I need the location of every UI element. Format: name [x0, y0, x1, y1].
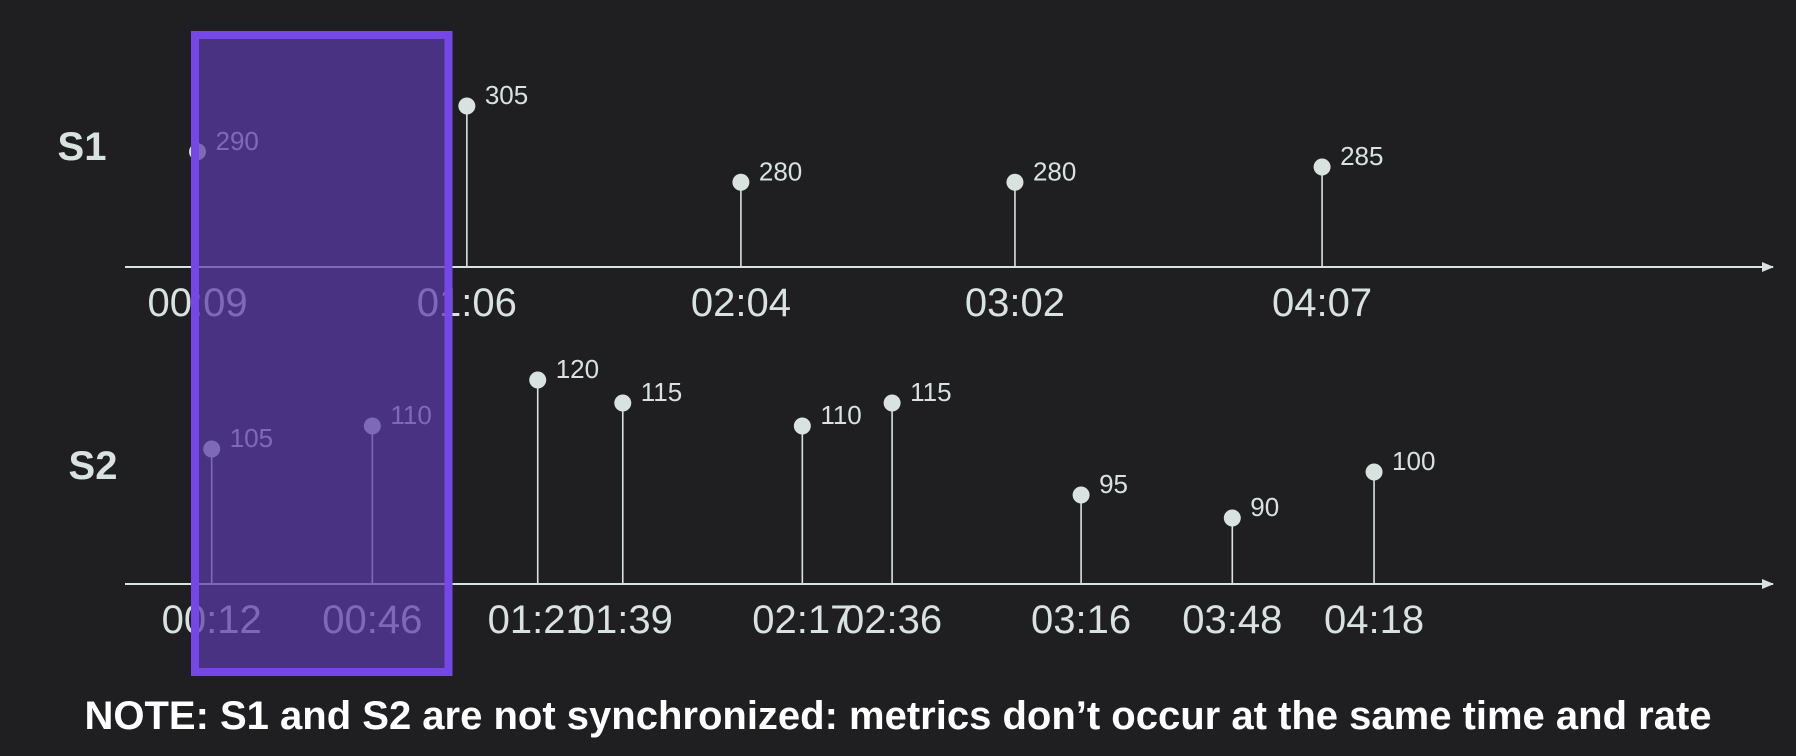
time-label: 04:18: [1324, 598, 1424, 642]
value-label: 280: [1033, 156, 1076, 186]
series-label: S1: [58, 125, 107, 169]
point-marker: [732, 173, 750, 191]
highlight-window: [191, 31, 453, 676]
data-point: 120 01:21: [488, 354, 599, 642]
data-point: 280 03:02: [965, 156, 1076, 325]
time-label: 02:36: [842, 598, 942, 642]
data-point: 95 03:16: [1031, 469, 1131, 642]
time-label: 02:04: [691, 281, 791, 325]
point-marker: [1006, 173, 1024, 191]
point-marker: [614, 394, 632, 412]
point-marker: [458, 97, 476, 115]
value-label: 100: [1392, 446, 1435, 476]
point-marker: [1223, 509, 1241, 527]
value-label: 120: [556, 354, 599, 384]
value-label: 305: [485, 80, 528, 110]
note-text: NOTE: S1 and S2 are not synchronized: me…: [84, 694, 1712, 738]
point-marker: [793, 417, 811, 435]
point-marker: [883, 394, 901, 412]
value-label: 95: [1099, 469, 1128, 499]
value-label: 115: [910, 377, 951, 407]
data-point: 115 02:36: [842, 377, 952, 642]
value-label: 90: [1250, 492, 1279, 522]
data-point: 100 04:18: [1324, 446, 1435, 642]
data-point: 285 04:07: [1272, 141, 1383, 325]
time-label: 03:48: [1182, 598, 1282, 642]
time-label: 04:07: [1272, 281, 1372, 325]
point-marker: [1072, 486, 1090, 504]
time-label: 01:39: [573, 598, 673, 642]
data-point: 90 03:48: [1182, 492, 1282, 642]
value-label: 280: [759, 156, 802, 186]
value-label: 285: [1340, 141, 1383, 171]
point-marker: [1313, 158, 1331, 176]
data-point: 110 02:17: [752, 400, 862, 642]
time-label: 02:17: [752, 598, 852, 642]
value-label: 110: [820, 400, 861, 430]
point-marker: [1365, 463, 1383, 481]
point-marker: [529, 371, 547, 389]
series-label: S2: [69, 444, 118, 488]
time-label: 01:21: [488, 598, 588, 642]
data-point: 280 02:04: [691, 156, 802, 325]
time-label: 03:16: [1031, 598, 1131, 642]
data-point: 115 01:39: [573, 377, 683, 642]
time-label: 03:02: [965, 281, 1065, 325]
value-label: 115: [641, 377, 682, 407]
